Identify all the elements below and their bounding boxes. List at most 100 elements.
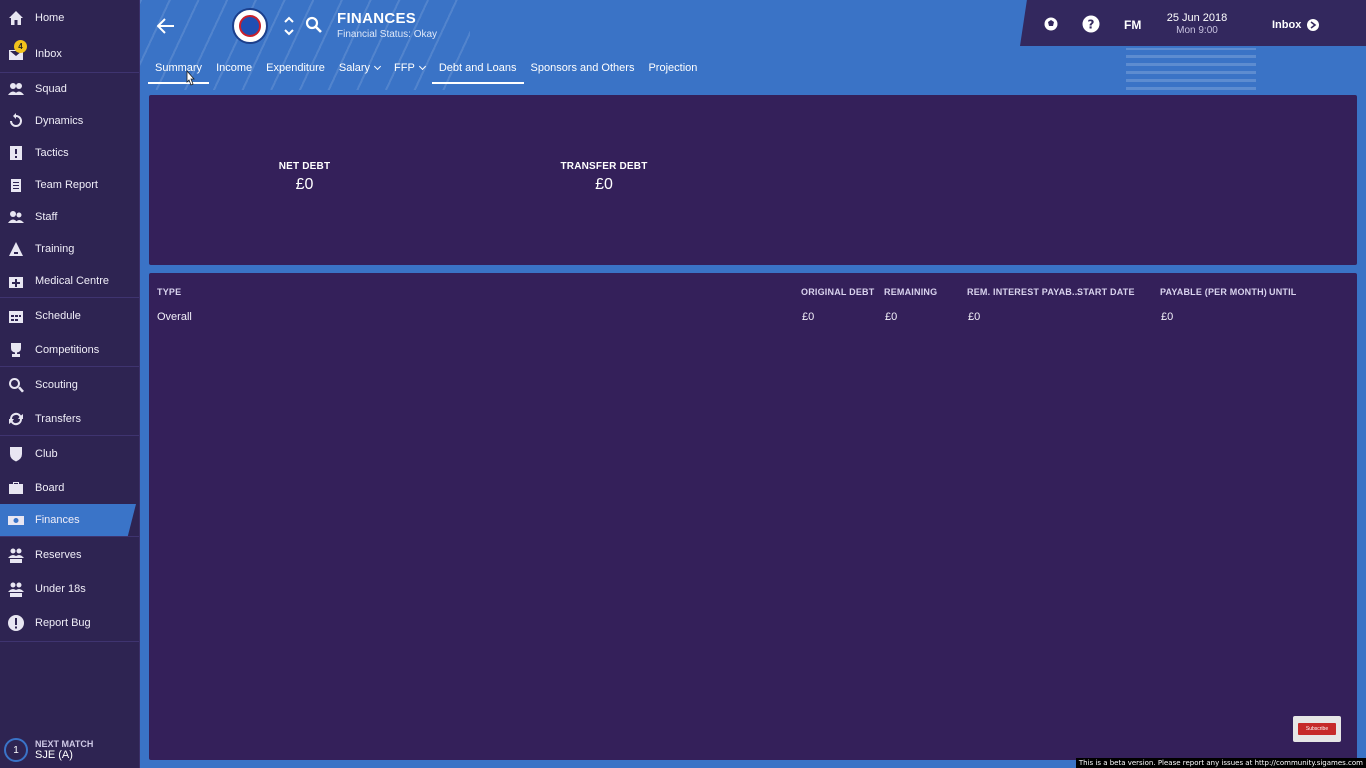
column-header-until[interactable]: UNTIL: [1269, 287, 1297, 297]
net-debt-label: NET DEBT: [278, 161, 331, 172]
transfer-debt-value: £0: [595, 176, 613, 193]
sidebar-item-label: Scouting: [35, 379, 78, 391]
sidebar-item-label: Schedule: [35, 310, 81, 322]
game-time: Mon 9:00: [1176, 25, 1218, 36]
sidebar-item-staff[interactable]: Staff: [0, 201, 139, 233]
debt-summary-panel: NET DEBT £0 TRANSFER DEBT £0: [149, 95, 1357, 265]
sidebar-item-board[interactable]: Board: [0, 472, 139, 504]
cell-payable: £0: [1161, 311, 1174, 323]
game-date: 25 Jun 2018: [1166, 12, 1228, 24]
sidebar-item-label: Staff: [35, 211, 58, 223]
game-menu-button[interactable]: [1042, 15, 1060, 33]
mouse-cursor-icon: [186, 70, 195, 86]
tab-sponsors-and-others[interactable]: Sponsors and Others: [530, 62, 635, 74]
sidebar-item-club[interactable]: Club: [0, 436, 139, 472]
transfer-debt-stat: TRANSFER DEBT £0: [551, 161, 657, 194]
money-icon: [7, 511, 25, 529]
sidebar-item-reserves[interactable]: Reserves: [0, 537, 139, 573]
sidebar-item-schedule[interactable]: Schedule: [0, 298, 139, 334]
trophy-icon: [7, 341, 25, 359]
sidebar-item-training[interactable]: Training: [0, 233, 139, 265]
sidebar-item-label: Home: [35, 12, 65, 24]
sidebar-item-competitions[interactable]: Competitions: [0, 334, 139, 366]
tab-ffp[interactable]: FFP: [387, 58, 432, 84]
briefcase-icon: [7, 479, 25, 497]
search-button[interactable]: [305, 16, 323, 34]
sidebar-item-label: Training: [35, 243, 75, 255]
page-title: FINANCES: [337, 10, 417, 27]
sidebar-item-scouting[interactable]: Scouting: [0, 367, 139, 403]
nav-group-club: Club Board Finances: [0, 436, 139, 537]
net-debt-value: £0: [295, 176, 314, 193]
medical-icon: [7, 272, 25, 290]
nav-group-main: Home 4 Inbox: [0, 0, 139, 73]
clipboard-icon: [7, 176, 25, 194]
header-decoration-right: [1126, 48, 1256, 90]
nav-group-team: Squad Dynamics Tactics Team Report Staff…: [0, 73, 139, 298]
debt-table-panel: TYPE ORIGINAL DEBT REMAINING REM. INTERE…: [149, 273, 1357, 760]
scouting-icon: [7, 376, 25, 394]
column-header-payable[interactable]: PAYABLE (PER MONTH): [1160, 287, 1267, 297]
prev-next-buttons[interactable]: [283, 14, 295, 38]
sidebar-item-label: Reserves: [35, 549, 82, 561]
nav-group-youth: Reserves Under 18s Report Bug: [0, 537, 139, 642]
transfers-icon: [7, 410, 25, 428]
sidebar-item-team-report[interactable]: Team Report: [0, 169, 139, 201]
sidebar-item-squad[interactable]: Squad: [0, 73, 139, 105]
tab-expenditure[interactable]: Expenditure: [266, 62, 325, 74]
next-match-value: SJE (A): [35, 749, 73, 761]
squad-icon: [7, 80, 25, 98]
svg-text:?: ?: [1088, 18, 1095, 32]
dynamics-icon: [7, 112, 25, 130]
fm-button[interactable]: FM: [1124, 18, 1142, 32]
column-header-rem-interest[interactable]: REM. INTEREST PAYAB...: [967, 287, 1081, 297]
sidebar-item-medical-centre[interactable]: Medical Centre: [0, 265, 139, 297]
next-match-label: NEXT MATCH: [35, 739, 94, 749]
back-button[interactable]: [156, 16, 176, 36]
net-debt-stat: NET DEBT £0: [267, 161, 342, 194]
sidebar-item-label: Inbox: [35, 48, 62, 60]
sidebar-item-under-18s[interactable]: Under 18s: [0, 573, 139, 605]
tab-bar: Summary Income Expenditure Salary FFP De…: [148, 58, 704, 84]
sidebar-item-label: Finances: [35, 514, 80, 526]
crest-icon: [239, 15, 261, 37]
tab-salary[interactable]: Salary: [332, 58, 387, 84]
nav-group-schedule: Schedule Competitions: [0, 298, 139, 367]
calendar-icon: [7, 307, 25, 325]
column-header-remaining[interactable]: REMAINING: [884, 287, 938, 297]
column-header-original-debt[interactable]: ORIGINAL DEBT: [801, 287, 875, 297]
sidebar-item-label: Competitions: [35, 344, 100, 356]
tab-debt-and-loans[interactable]: Debt and Loans: [431, 58, 524, 84]
financial-status: Financial Status: Okay: [337, 29, 438, 40]
shield-icon: [7, 445, 25, 463]
cell-original-debt: £0: [802, 311, 815, 323]
main-content: NET DEBT £0 TRANSFER DEBT £0 TYPE ORIGIN…: [140, 90, 1366, 768]
sidebar-item-dynamics[interactable]: Dynamics: [0, 105, 139, 137]
tab-projection[interactable]: Projection: [648, 62, 698, 74]
alert-icon: [7, 614, 25, 632]
column-header-type[interactable]: TYPE: [157, 287, 182, 297]
cell-remaining: £0: [885, 311, 898, 323]
sidebar-item-transfers[interactable]: Transfers: [0, 403, 139, 435]
subscribe-button[interactable]: Subscribe: [1293, 716, 1341, 742]
continue-inbox-button[interactable]: Inbox: [1272, 19, 1320, 31]
sidebar-item-label: Report Bug: [35, 617, 91, 629]
help-button[interactable]: ?: [1082, 15, 1100, 33]
sidebar: Home 4 Inbox Squad Dynamics Tactics Team…: [0, 0, 140, 768]
tab-summary[interactable]: Summary: [148, 58, 210, 84]
next-match-count: 1: [4, 738, 28, 762]
next-match[interactable]: 1 NEXT MATCH SJE (A): [0, 732, 140, 768]
reserves-icon: [7, 546, 25, 564]
sidebar-item-home[interactable]: Home: [0, 0, 139, 36]
sidebar-item-tactics[interactable]: Tactics: [0, 137, 139, 169]
sidebar-item-label: Dynamics: [35, 115, 84, 127]
club-crest[interactable]: [232, 8, 268, 44]
football-icon: [1044, 17, 1058, 31]
column-header-start-date[interactable]: START DATE: [1077, 287, 1135, 297]
cell-rem-interest: £0: [968, 311, 981, 323]
sidebar-item-report-bug[interactable]: Report Bug: [0, 605, 139, 641]
sidebar-item-finances[interactable]: Finances: [0, 504, 136, 536]
tab-income[interactable]: Income: [216, 62, 253, 74]
sidebar-item-label: Squad: [35, 83, 67, 95]
sidebar-item-inbox[interactable]: 4 Inbox: [0, 36, 139, 72]
